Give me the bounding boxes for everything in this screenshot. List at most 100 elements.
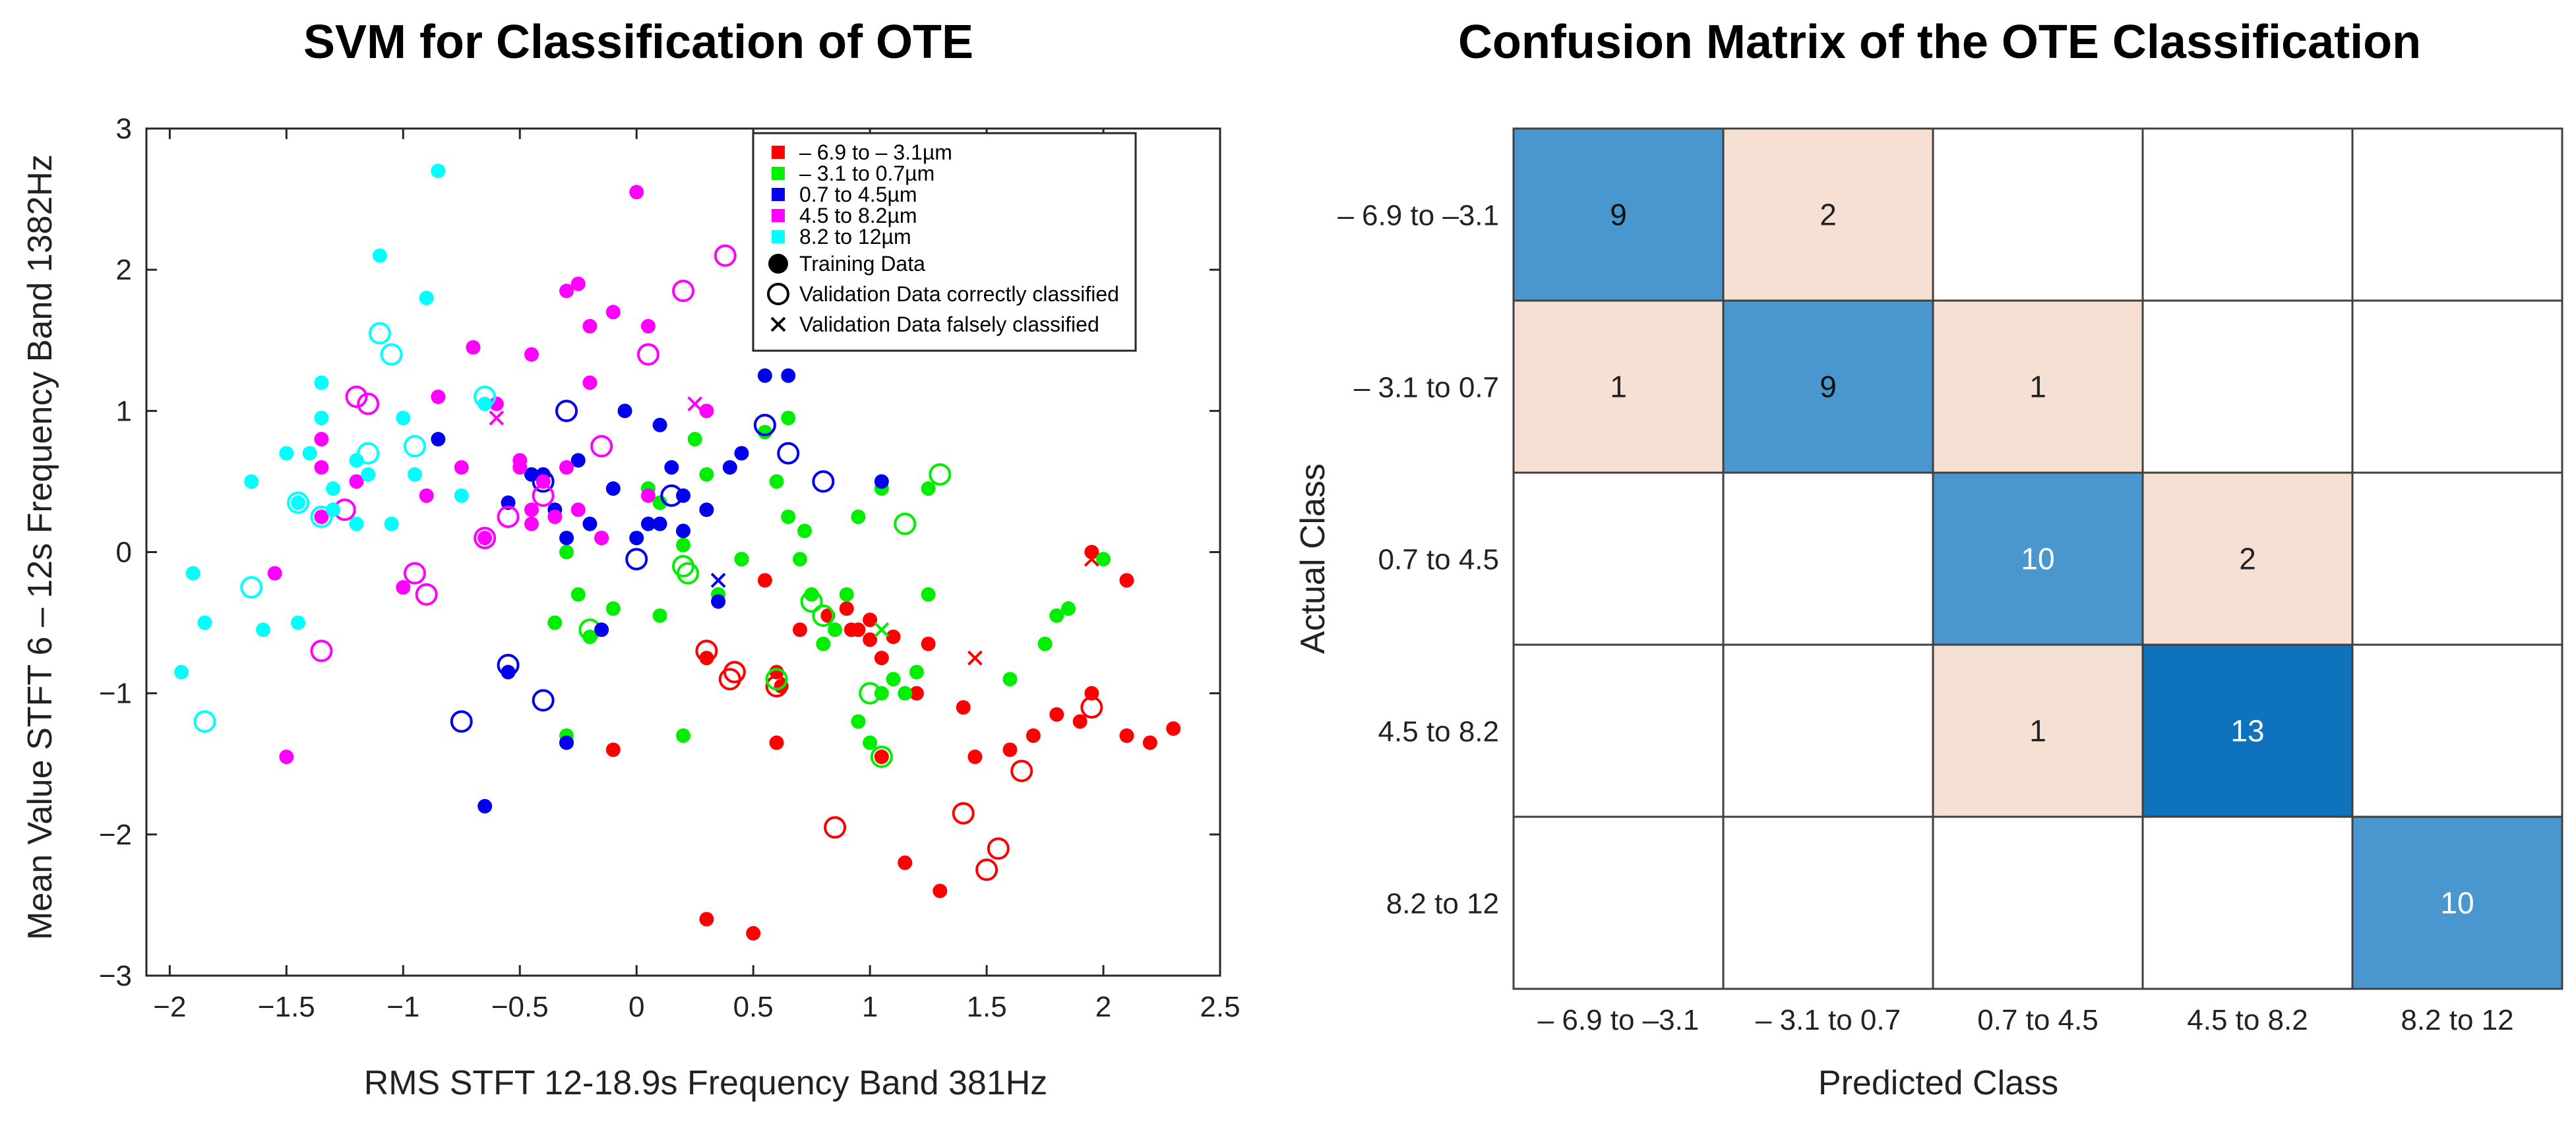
training-point [640, 516, 656, 531]
training-point [652, 516, 667, 531]
matrix-y-label: Actual Class [1294, 463, 1332, 654]
validation-correct-point [532, 484, 555, 507]
training-point [711, 594, 726, 609]
training-point [605, 601, 621, 616]
validation-correct-point [870, 746, 893, 769]
legend-class-label: 4.5 to 8.2µm [799, 204, 917, 227]
training-point [676, 537, 690, 552]
training-point [501, 664, 516, 680]
training-point [898, 855, 913, 870]
matrix-cell [2351, 643, 2563, 818]
matrix-cell-value: 10 [2021, 542, 2054, 576]
training-point [349, 516, 364, 531]
legend-marker-filled [768, 254, 788, 274]
validation-correct-point [310, 505, 333, 528]
validation-correct-point [952, 802, 975, 825]
training-point [185, 566, 200, 581]
legend-marker-open [767, 283, 789, 305]
matrix-x-label: Predicted Class [1818, 1064, 2058, 1102]
y-tick-label: 1 [116, 395, 132, 427]
validation-correct-point [824, 816, 847, 839]
training-point [1049, 608, 1064, 623]
training-point [454, 488, 469, 503]
matrix-row-label: – 3.1 to 0.7 [1354, 372, 1499, 404]
training-point [769, 735, 784, 750]
training-point [244, 474, 259, 489]
validation-correct-point [672, 554, 694, 577]
matrix-row-label: – 6.9 to –3.1 [1337, 200, 1499, 232]
training-point [792, 552, 807, 567]
training-point [594, 622, 609, 637]
training-point [1037, 636, 1053, 651]
x-tick-label: 0.5 [733, 991, 774, 1023]
validation-correct-point [357, 442, 380, 465]
training-point [898, 686, 913, 701]
training-point [570, 587, 586, 602]
training-point [676, 728, 690, 743]
validation-correct-point [1010, 759, 1033, 782]
training-point [843, 622, 859, 637]
training-point [431, 432, 446, 447]
training-point [570, 502, 586, 517]
training-point [314, 509, 329, 524]
x-tick-label: 2.5 [1200, 991, 1240, 1023]
matrix-row-label: 4.5 to 8.2 [1378, 716, 1499, 748]
training-point [797, 523, 813, 539]
validation-correct-point [380, 343, 403, 366]
training-point [314, 432, 329, 447]
scatter-chart: SVM for Classification of OTE −2 −1.5 −1 −0… [21, 16, 1241, 1102]
training-point [547, 615, 563, 630]
y-tick-label: 0 [116, 537, 132, 569]
matrix-cell [2351, 471, 2563, 646]
validation-correct-point [812, 470, 835, 493]
matrix-cell [2351, 299, 2563, 474]
y-tick-label: 2 [116, 254, 132, 286]
matrix-cell [1512, 643, 1725, 818]
validation-correct-point [474, 385, 497, 408]
training-point [781, 411, 796, 426]
training-point [769, 474, 784, 489]
training-point [559, 460, 574, 475]
training-point [699, 403, 714, 419]
legend-marker-x [770, 316, 786, 332]
x-tick-label: 2 [1095, 991, 1111, 1023]
training-point [605, 742, 621, 757]
validation-correct-point [765, 674, 788, 697]
training-point [524, 347, 539, 362]
training-point [757, 368, 772, 383]
x-tick-label: −0.5 [491, 991, 549, 1023]
validation-correct-point [718, 668, 741, 691]
training-point [605, 481, 621, 496]
training-point [781, 509, 796, 524]
training-point [1166, 721, 1181, 736]
training-point [921, 587, 936, 602]
validation-correct-point [812, 604, 835, 627]
training-point [454, 460, 469, 475]
validation-correct-point [532, 470, 555, 493]
training-point [863, 632, 878, 647]
training-point [967, 750, 983, 765]
training-point [746, 926, 761, 941]
validation-correct-point [753, 413, 776, 436]
legend-swatch [772, 188, 785, 201]
matrix-cell [2351, 127, 2563, 302]
matrix-cell-value: 1 [2029, 370, 2046, 404]
matrix-cell [1932, 127, 2144, 302]
training-point [1119, 728, 1134, 743]
x-tick-label: 1.5 [967, 991, 1007, 1023]
training-point [676, 523, 690, 539]
matrix-cell [1722, 471, 1934, 646]
training-point [431, 163, 446, 179]
y-tick-label: −3 [99, 960, 132, 992]
matrix-cell [2141, 127, 2354, 302]
training-point [1002, 672, 1018, 687]
training-point [1002, 742, 1018, 757]
validation-correct-point [357, 392, 380, 415]
training-point [839, 587, 854, 602]
validation-correct-point [894, 512, 917, 535]
x-tick-label: −2 [153, 991, 186, 1023]
training-point [1060, 601, 1076, 616]
training-point [174, 664, 189, 680]
training-point [279, 750, 294, 765]
matrix-cell [1932, 299, 2144, 474]
